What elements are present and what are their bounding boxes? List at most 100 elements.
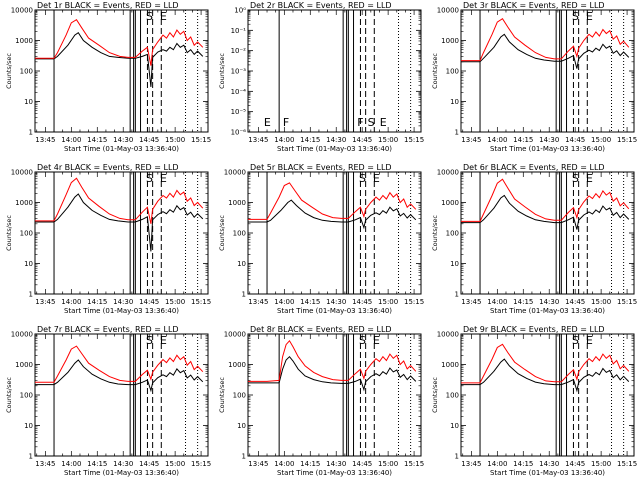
flag-label: S — [572, 10, 579, 23]
x-tick-label: 15:15 — [191, 298, 211, 306]
chart-title: Det 6r BLACK = Events, RED = LLD — [463, 163, 605, 172]
x-tick-label: 14:15 — [87, 460, 107, 468]
y-tick-label: 1000 — [15, 361, 33, 369]
x-tick-label: 15:00 — [378, 298, 398, 306]
x-axis-label: Start Time (01-May-03 13:36:40) — [277, 307, 392, 315]
x-tick-label: 15:00 — [378, 136, 398, 144]
y-tick-label: 1 — [455, 291, 459, 299]
y-axis-label: Counts/sec — [5, 377, 13, 413]
x-tick-label: 15:00 — [591, 136, 611, 144]
y-tick-label: 1000 — [15, 37, 33, 45]
y-tick-label: 1000 — [441, 361, 459, 369]
series-line-lld — [35, 177, 204, 224]
y-tick-label: 10⁻¹ — [231, 27, 247, 35]
flag-label: S — [572, 334, 579, 347]
y-tick-label: 10 — [450, 422, 459, 430]
y-tick-label: 10⁻³ — [231, 68, 247, 76]
x-tick-label: 15:15 — [617, 298, 637, 306]
x-tick-label: 14:30 — [113, 298, 133, 306]
flag-label: E — [373, 172, 380, 185]
x-tick-label: 14:45 — [565, 460, 585, 468]
y-tick-label: 1000 — [15, 199, 33, 207]
x-tick-label: 13:45 — [35, 298, 55, 306]
x-tick-label: 14:45 — [352, 460, 372, 468]
series-line-lld — [35, 19, 204, 66]
series-line-events — [461, 194, 630, 230]
x-axis-label: Start Time (01-May-03 13:36:40) — [490, 307, 605, 315]
y-tick-label: 10 — [237, 422, 246, 430]
x-tick-label: 15:15 — [404, 460, 424, 468]
x-tick-label: 14:30 — [326, 460, 346, 468]
x-tick-label: 14:30 — [326, 136, 346, 144]
flag-label: E — [373, 334, 380, 347]
y-tick-label: 10000 — [437, 7, 459, 15]
plot-frame — [34, 333, 209, 457]
y-tick-label: 10⁻⁴ — [231, 88, 247, 96]
x-tick-label: 14:45 — [565, 298, 585, 306]
flag-label: E — [380, 116, 387, 129]
y-tick-label: 10 — [450, 98, 459, 106]
series-line-events — [35, 359, 204, 393]
x-tick-label: 13:45 — [461, 460, 481, 468]
y-tick-label: 100 — [446, 230, 459, 238]
series-line-events — [461, 33, 630, 69]
x-tick-label: 14:00 — [274, 298, 294, 306]
plot-frame — [34, 171, 209, 295]
x-tick-label: 14:30 — [326, 298, 346, 306]
x-tick-label: 14:15 — [87, 298, 107, 306]
flag-label: E — [160, 334, 167, 347]
y-tick-label: 10000 — [11, 169, 33, 177]
x-tick-label: 14:00 — [487, 298, 507, 306]
x-tick-label: 13:45 — [248, 460, 268, 468]
series-line-events — [35, 193, 204, 252]
x-axis-label: Start Time (01-May-03 13:36:40) — [277, 145, 392, 153]
y-tick-label: 10000 — [437, 331, 459, 339]
x-tick-label: 13:45 — [461, 298, 481, 306]
x-axis-label: Start Time (01-May-03 13:36:40) — [64, 307, 179, 315]
chart-title: Det 9r BLACK = Events, RED = LLD — [463, 325, 605, 334]
x-tick-label: 14:00 — [487, 136, 507, 144]
x-tick-label: 14:30 — [539, 460, 559, 468]
y-axis-label: Counts/sec — [5, 215, 13, 251]
plot-frame — [247, 333, 422, 457]
chart-title: Det 2r BLACK = Events, RED = LLD — [250, 1, 392, 10]
y-tick-label: 100 — [20, 392, 33, 400]
chart-title: Det 1r BLACK = Events, RED = LLD — [37, 1, 179, 10]
x-tick-label: 14:00 — [274, 136, 294, 144]
x-tick-label: 14:15 — [513, 298, 533, 306]
chart-panel-2: Det 2r BLACK = Events, RED = LLD 10⁻⁶ 10⁻⁵… — [218, 1, 424, 153]
x-tick-label: 15:00 — [591, 298, 611, 306]
y-tick-label: 1 — [242, 291, 246, 299]
chart-panel-4: Det 4r BLACK = Events, RED = LLD 1 10 100 10… — [5, 163, 211, 315]
x-axis-label: Start Time (01-May-03 13:36:40) — [277, 469, 392, 477]
x-tick-label: 13:45 — [35, 460, 55, 468]
x-tick-label: 14:15 — [300, 460, 320, 468]
series-line-events — [248, 199, 417, 230]
x-tick-label: 15:15 — [617, 136, 637, 144]
y-tick-label: 10000 — [11, 331, 33, 339]
series-line-lld — [248, 339, 417, 382]
chart-title: Det 4r BLACK = Events, RED = LLD — [37, 163, 179, 172]
series-line-events — [461, 358, 630, 393]
x-tick-label: 14:45 — [565, 136, 585, 144]
x-tick-label: 15:15 — [404, 136, 424, 144]
y-tick-label: 10 — [24, 98, 33, 106]
plot-frame — [460, 333, 635, 457]
x-axis-label: Start Time (01-May-03 13:36:40) — [490, 469, 605, 477]
series-line-lld — [248, 182, 417, 220]
y-tick-label: 1000 — [228, 361, 246, 369]
y-tick-label: 100 — [20, 230, 33, 238]
x-tick-label: 14:45 — [352, 136, 372, 144]
chart-title: Det 7r BLACK = Events, RED = LLD — [37, 325, 179, 334]
x-tick-label: 15:00 — [165, 460, 185, 468]
x-tick-label: 15:00 — [165, 136, 185, 144]
flag-label: S — [359, 334, 366, 347]
x-tick-label: 13:45 — [35, 136, 55, 144]
series-line-lld — [461, 18, 630, 62]
x-tick-label: 14:30 — [539, 298, 559, 306]
y-tick-label: 100 — [233, 230, 246, 238]
x-tick-label: 14:00 — [487, 460, 507, 468]
x-tick-label: 14:00 — [274, 460, 294, 468]
y-tick-label: 10000 — [437, 169, 459, 177]
